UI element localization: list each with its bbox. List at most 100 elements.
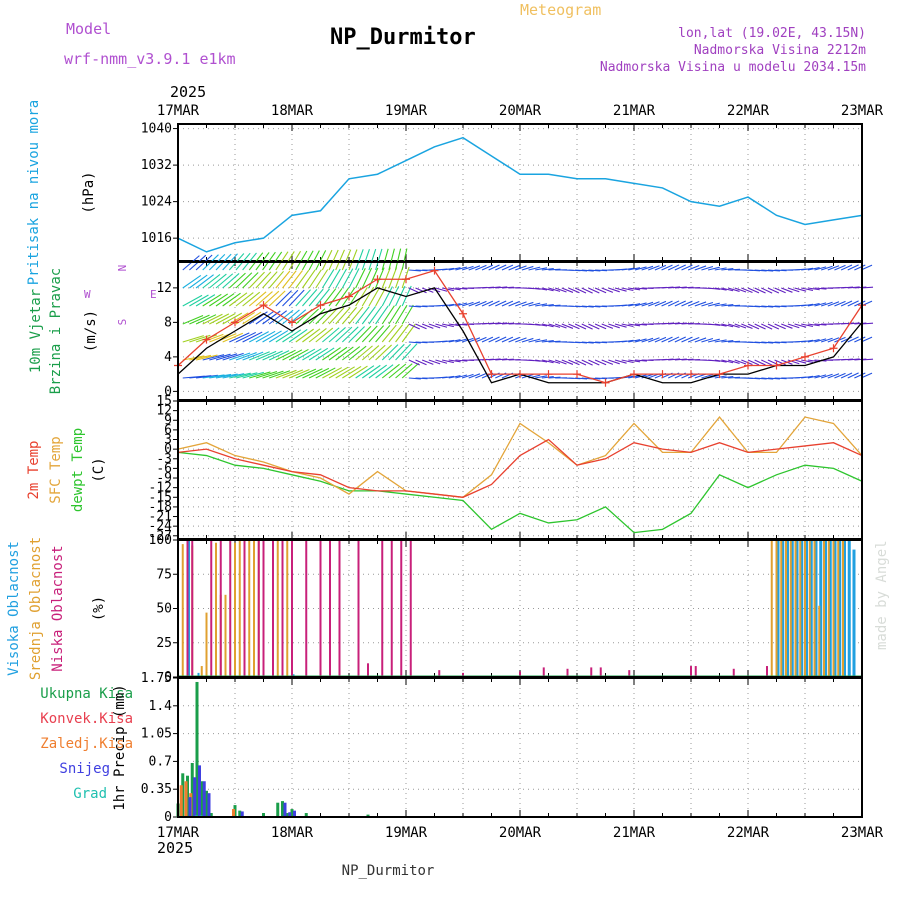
cloud-bar bbox=[229, 540, 231, 677]
wind-arrow bbox=[382, 325, 396, 342]
cloud-bar bbox=[248, 540, 250, 677]
cloud-bar bbox=[358, 540, 360, 677]
model-name: wrf-nmm_v3.9.1 e1km bbox=[64, 50, 236, 68]
footer-station: NP_Durmitor bbox=[342, 863, 435, 879]
wind-arrow bbox=[336, 308, 351, 324]
cloud-bar bbox=[771, 540, 773, 677]
cloud-bar bbox=[828, 540, 830, 677]
wind-barbs bbox=[183, 249, 873, 380]
cloud-bar bbox=[853, 550, 856, 677]
credit-text: made by Angel bbox=[874, 540, 890, 650]
wind-arrow bbox=[362, 306, 375, 324]
wind-gust-marker bbox=[830, 344, 838, 352]
top-date-label: 19MAR bbox=[385, 103, 428, 119]
precip-bar bbox=[203, 781, 206, 817]
cloud-bar bbox=[776, 540, 778, 677]
bottom-date-label: 19MAR bbox=[385, 825, 428, 841]
wind-arrow bbox=[322, 269, 334, 288]
temp-outer-label-sfc: SFC Temp bbox=[48, 436, 64, 503]
cloud-bar bbox=[206, 613, 208, 677]
y-tick-label: 1040 bbox=[141, 122, 172, 137]
wind-arrow bbox=[356, 249, 364, 270]
cloud-bar bbox=[291, 540, 293, 677]
precip-bar bbox=[180, 785, 183, 817]
wind-arrow bbox=[342, 307, 356, 324]
top-date-label: 17MAR bbox=[157, 103, 200, 119]
top-date-label: 20MAR bbox=[499, 103, 542, 119]
wind-arrow bbox=[396, 267, 403, 288]
bottom-date-label: 21MAR bbox=[613, 825, 656, 841]
precip-bar bbox=[185, 781, 188, 817]
cloud-bar bbox=[191, 540, 193, 677]
y-tick-label: 4 bbox=[164, 350, 172, 365]
cloud-bar bbox=[277, 540, 279, 677]
temp-unit-label: (C) bbox=[91, 457, 107, 482]
cloud-bar bbox=[182, 544, 184, 677]
y-tick-label: 0.35 bbox=[141, 782, 172, 797]
cloud-bar bbox=[837, 540, 839, 677]
wind-arrow bbox=[276, 271, 290, 288]
wind-arrow bbox=[389, 267, 397, 288]
wind-arrow bbox=[396, 249, 401, 270]
wind-arrow bbox=[356, 307, 370, 324]
top-date-label: 22MAR bbox=[727, 103, 770, 119]
wind-gust-marker bbox=[573, 370, 581, 378]
cloud-bar bbox=[244, 540, 246, 677]
wind-arrow bbox=[349, 249, 357, 270]
cloud-bar bbox=[272, 540, 274, 677]
wind-arrow bbox=[342, 269, 352, 288]
cloud-bar bbox=[814, 540, 816, 677]
wind-arrow bbox=[283, 271, 297, 288]
cloud-bar bbox=[282, 540, 284, 677]
cloud-bar bbox=[766, 666, 768, 677]
temp-series-line bbox=[178, 417, 862, 497]
wind-arrow bbox=[349, 307, 363, 324]
precip-bar bbox=[193, 777, 196, 817]
y-tick-label: 0.7 bbox=[149, 754, 172, 769]
cloud-bar bbox=[809, 540, 811, 677]
cloud-bar bbox=[225, 595, 227, 677]
wind-arrow bbox=[309, 289, 323, 306]
cloud-bar bbox=[400, 540, 402, 677]
wind-arrow bbox=[289, 290, 304, 306]
wind-arrow bbox=[389, 325, 403, 342]
y-tick-label: 1032 bbox=[141, 158, 172, 173]
wind-arrow bbox=[296, 270, 309, 288]
cloud-bar bbox=[263, 540, 265, 677]
wind-arrow bbox=[309, 270, 321, 288]
precip-bar bbox=[284, 803, 287, 817]
wind-gust-marker bbox=[659, 370, 667, 378]
wind-arrow bbox=[362, 326, 377, 342]
bottom-date-label: 17MAR bbox=[157, 825, 200, 841]
cloud-bar bbox=[381, 540, 383, 677]
temp-outer-label-2m: 2m Temp bbox=[26, 440, 42, 499]
wind-gust-marker bbox=[431, 267, 439, 275]
wind-arrow bbox=[263, 272, 278, 288]
cloud-bar bbox=[804, 540, 806, 677]
wind-arrow bbox=[329, 288, 342, 306]
bottom-date-label: 22MAR bbox=[727, 825, 770, 841]
wind-unit-label: (m/s) bbox=[83, 310, 99, 352]
wind-arrow bbox=[402, 305, 413, 324]
cloud-bar bbox=[799, 540, 801, 677]
precip-bar bbox=[189, 797, 192, 817]
model-label: Model bbox=[66, 20, 111, 38]
wind-arrow bbox=[316, 270, 328, 288]
wind-arrow bbox=[362, 249, 369, 270]
wind-gust-marker bbox=[402, 275, 410, 283]
station-title: NP_Durmitor bbox=[330, 25, 476, 50]
cloud-bar bbox=[201, 666, 203, 677]
precip-legend-label: Snijeg bbox=[59, 761, 110, 777]
wind-arrow bbox=[302, 270, 315, 288]
y-tick-label: 1024 bbox=[141, 195, 172, 210]
wind-arrow bbox=[356, 287, 368, 306]
cloud-bar bbox=[367, 663, 369, 677]
wind-arrow bbox=[376, 325, 390, 342]
precip-bar bbox=[198, 765, 201, 817]
